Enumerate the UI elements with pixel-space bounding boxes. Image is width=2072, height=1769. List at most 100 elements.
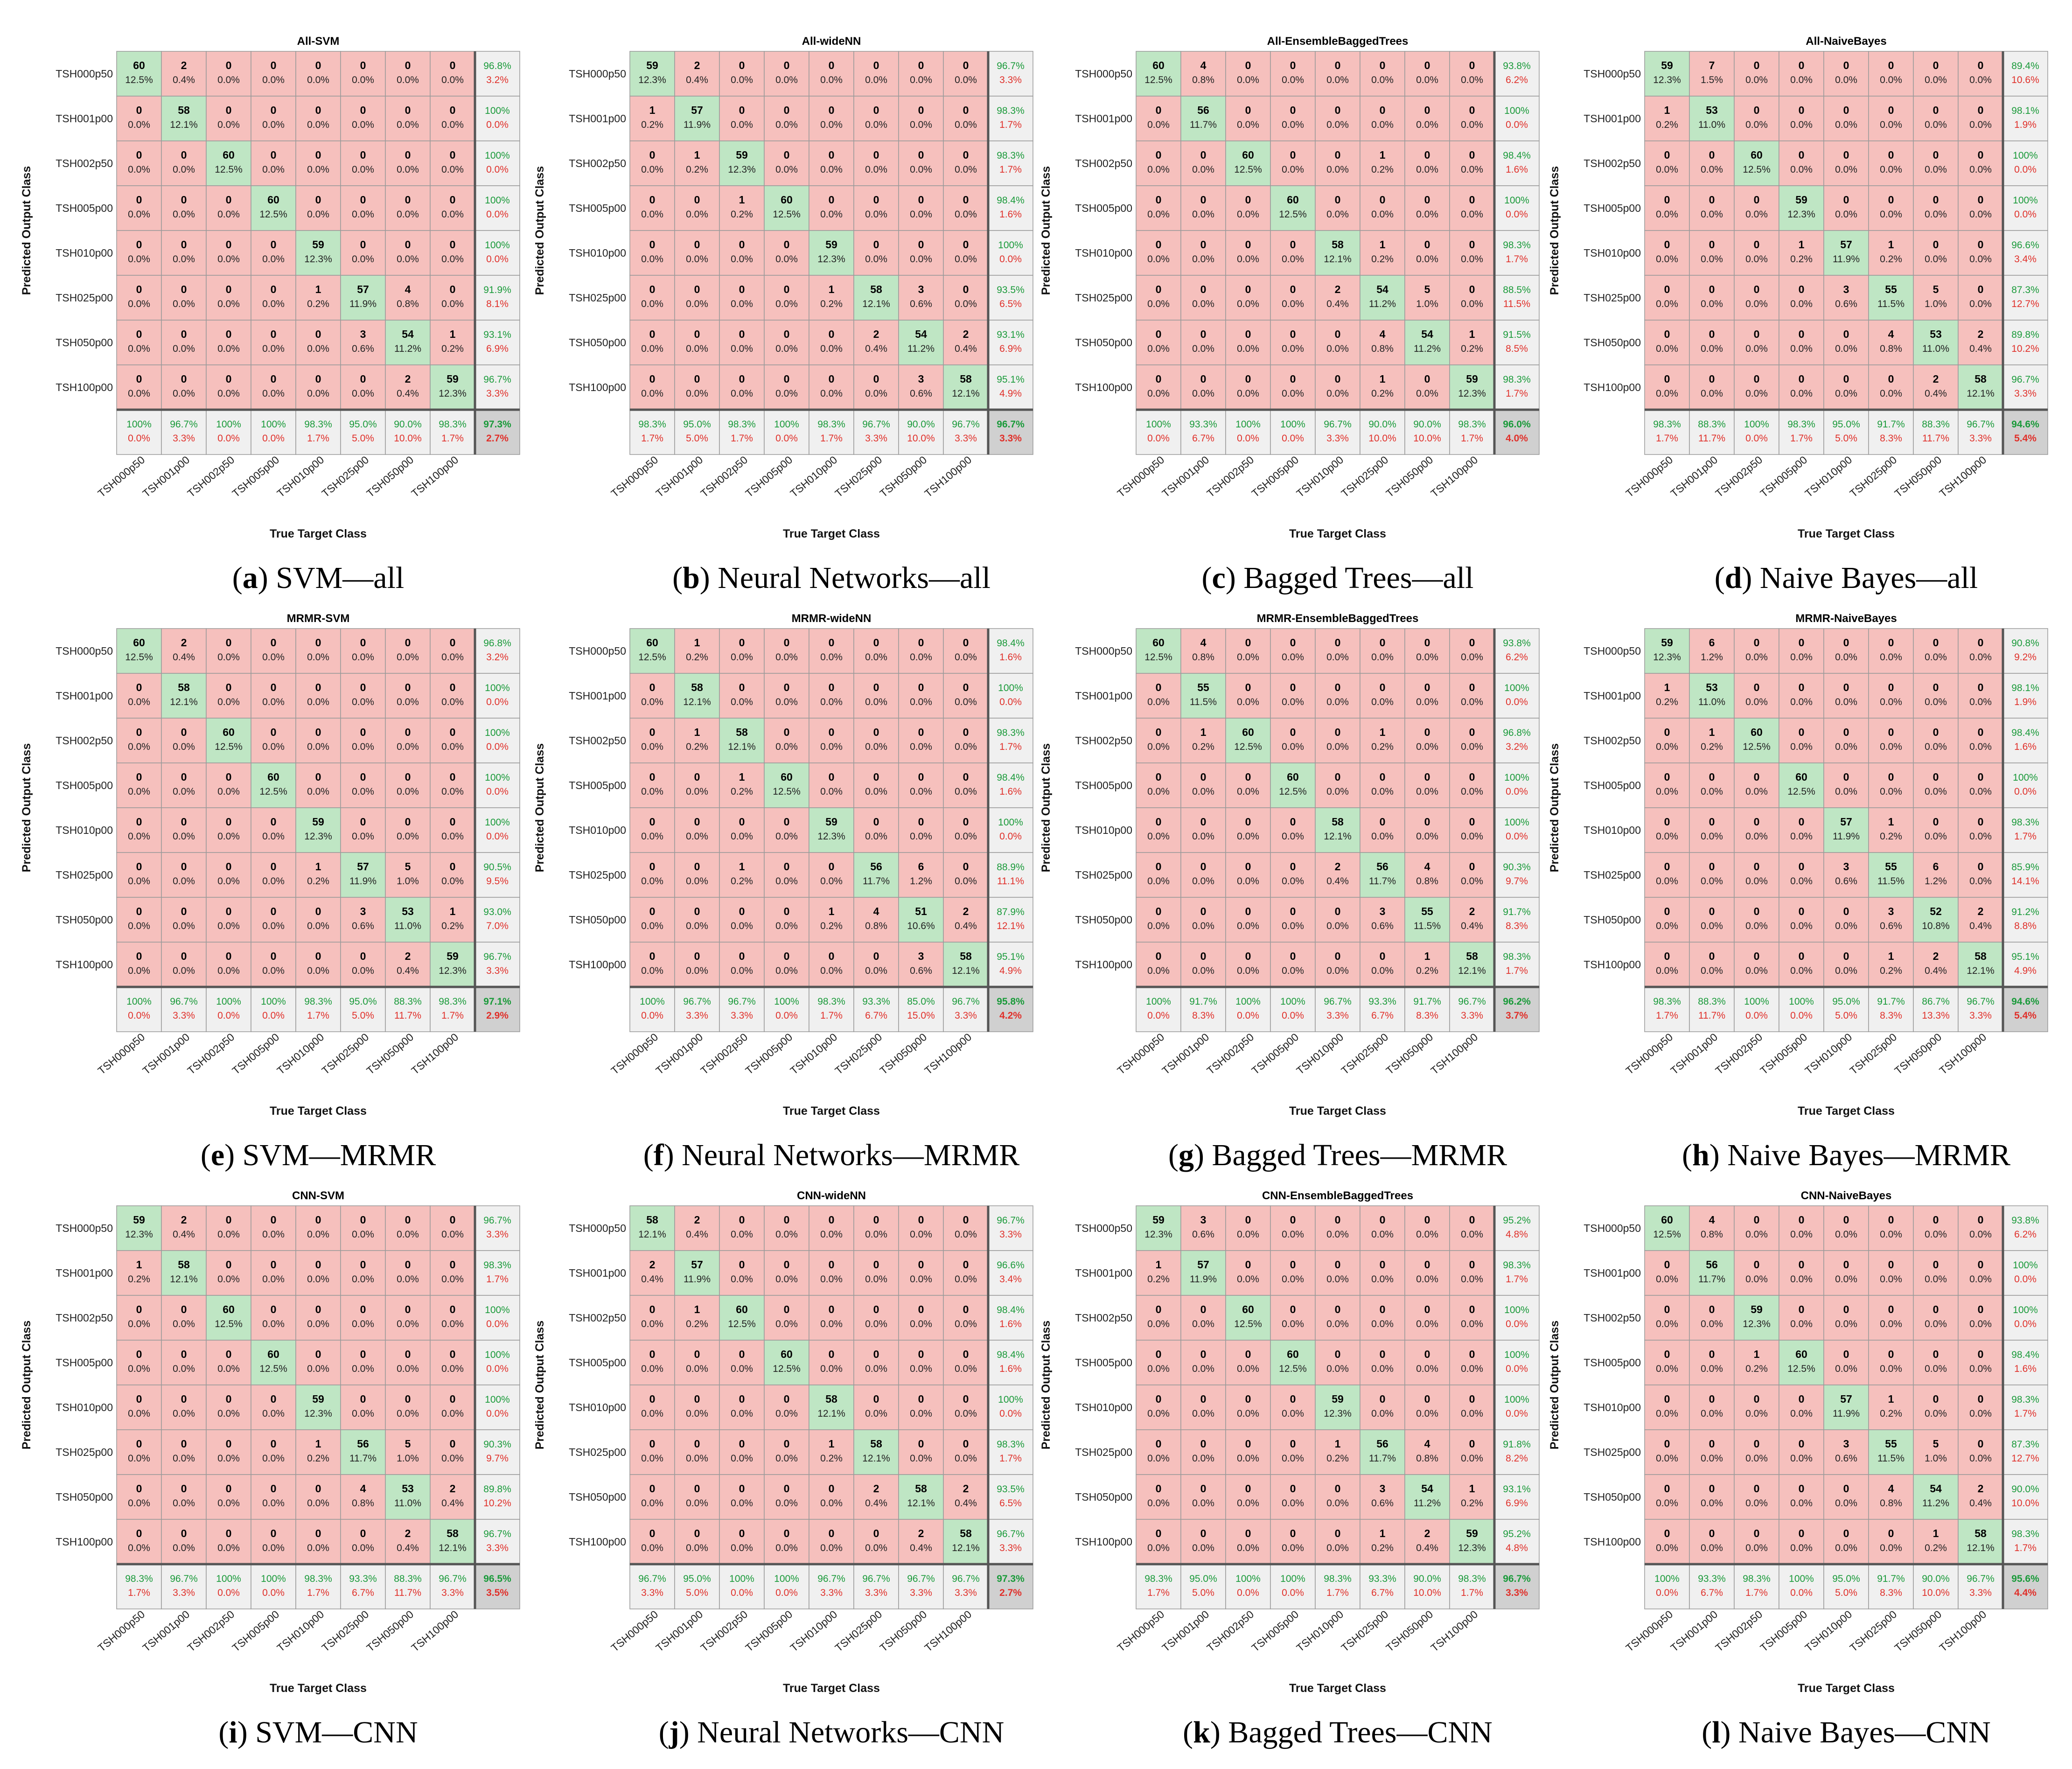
- error-cell: [1958, 718, 2003, 763]
- row-error-rate: 1.6%: [999, 1363, 1022, 1374]
- cell-count: 0: [918, 104, 924, 116]
- x-axis-label: True Target Class: [270, 527, 367, 540]
- error-cell: [385, 1250, 431, 1296]
- summary-cell: [116, 409, 162, 455]
- cell-percent: 0.0%: [865, 697, 887, 707]
- cell-percent: 0.0%: [1969, 786, 1992, 797]
- cell-percent: 12.3%: [304, 1408, 332, 1419]
- caption-letter: g: [1179, 1138, 1194, 1172]
- cell-percent: 0.0%: [1147, 164, 1170, 175]
- cell-percent: 0.0%: [1282, 697, 1304, 707]
- cell-percent: 0.2%: [1880, 254, 1902, 265]
- error-cell: [116, 1474, 162, 1520]
- overall-accuracy: 94.6%: [2011, 419, 2039, 430]
- error-cell: [1644, 807, 1690, 853]
- cell-count: 0: [226, 816, 232, 828]
- row-class-label: TSH100p00: [569, 381, 626, 393]
- error-cell: [674, 942, 720, 987]
- row-error-rate: 6.9%: [1506, 1498, 1528, 1509]
- summary-cell: [1494, 96, 1540, 141]
- col-recall: 95.0%: [1832, 419, 1860, 430]
- summary-cell: [629, 986, 675, 1032]
- error-cell: [719, 96, 765, 141]
- cell-count: 0: [784, 1259, 790, 1271]
- correct-cell: [719, 1295, 765, 1341]
- error-cell: [1225, 628, 1271, 674]
- col-class-label: TSH100p00: [922, 1031, 974, 1077]
- cell-percent: 12.3%: [304, 831, 332, 842]
- cell-percent: 0.0%: [1461, 697, 1483, 707]
- summary-cell: [988, 852, 1033, 898]
- summary-cell: [1449, 1564, 1495, 1609]
- cell-percent: 12.1%: [1324, 254, 1352, 265]
- matrix-title: CNN-NaiveBayes: [1801, 1189, 1892, 1202]
- overall-error: 2.9%: [486, 1010, 509, 1021]
- cell-count: 0: [181, 1438, 187, 1450]
- cell-count: 0: [1469, 1348, 1475, 1360]
- cell-percent: 0.0%: [352, 965, 374, 976]
- caption-paren-open: (: [643, 1138, 654, 1172]
- row-error-rate: 1.7%: [999, 164, 1022, 175]
- cell-count: 0: [1933, 816, 1939, 828]
- cell-count: 0: [784, 59, 790, 71]
- error-cell: [1779, 51, 1824, 97]
- cell-count: 0: [136, 771, 142, 783]
- error-cell: [719, 628, 765, 674]
- error-cell: [1360, 1205, 1405, 1251]
- caption-paren-close: ): [1210, 1715, 1228, 1749]
- correct-cell: [340, 852, 386, 898]
- col-recall: 93.3%: [862, 996, 890, 1007]
- error-cell: [898, 51, 944, 97]
- col-error-rate: 11.7%: [394, 1010, 421, 1021]
- error-cell: [1868, 897, 1914, 943]
- error-cell: [1136, 897, 1181, 943]
- row-class-label: TSH025p00: [56, 292, 113, 304]
- col-error-rate: 5.0%: [686, 433, 708, 444]
- subfigure-caption: (h) Naive Bayes—MRMR: [1682, 1138, 2010, 1172]
- cell-percent: 0.2%: [1461, 1498, 1483, 1509]
- caption-paren-open: (: [1168, 1138, 1179, 1172]
- error-cell: [1823, 1295, 1869, 1341]
- cell-count: 0: [1200, 238, 1207, 251]
- col-class-label: TSH000p50: [1115, 1031, 1166, 1077]
- error-cell: [1823, 718, 1869, 763]
- error-cell: [116, 1340, 162, 1385]
- error-cell: [1823, 628, 1869, 674]
- row-precision: 98.4%: [997, 772, 1025, 783]
- error-cell: [1136, 275, 1181, 321]
- error-cell: [629, 1474, 675, 1520]
- cell-percent: 0.0%: [1969, 119, 1992, 130]
- cell-percent: 0.0%: [128, 741, 150, 752]
- error-cell: [430, 96, 475, 141]
- cell-count: 0: [226, 860, 232, 873]
- row-precision: 95.2%: [1503, 1529, 1531, 1539]
- cell-percent: 0.0%: [441, 1319, 464, 1329]
- error-cell: [719, 51, 765, 97]
- cell-count: 0: [1978, 194, 1984, 206]
- caption-paren-close: ): [1742, 561, 1759, 595]
- cell-count: 58: [870, 283, 882, 295]
- cell-percent: 0.0%: [1282, 1543, 1304, 1553]
- cell-count: 3: [360, 905, 366, 917]
- cell-count: 0: [1245, 1393, 1251, 1405]
- row-precision: 93.1%: [483, 329, 511, 340]
- summary-cell: [988, 762, 1033, 808]
- cell-count: 0: [1290, 1259, 1296, 1271]
- summary-cell: [1734, 1564, 1779, 1609]
- cell-percent: 12.1%: [817, 1408, 845, 1419]
- col-recall: 96.7%: [1458, 996, 1486, 1007]
- col-error-rate: 0.0%: [1790, 1587, 1813, 1598]
- cell-percent: 12.5%: [259, 209, 287, 220]
- cell-percent: 0.0%: [1416, 1274, 1438, 1285]
- row-class-label: TSH002p50: [569, 1312, 626, 1324]
- summary-cell: [674, 986, 720, 1032]
- row-class-label: TSH100p00: [569, 958, 626, 971]
- error-cell: [1644, 762, 1690, 808]
- cell-count: 0: [1200, 860, 1207, 873]
- col-error-rate: 13.3%: [1922, 1010, 1950, 1021]
- cell-percent: 0.0%: [352, 1319, 374, 1329]
- cell-count: 0: [1380, 194, 1386, 206]
- cell-count: 0: [963, 1393, 969, 1405]
- y-axis-label: Predicted Output Class: [1039, 1321, 1053, 1449]
- row-error-rate: 3.3%: [999, 75, 1022, 85]
